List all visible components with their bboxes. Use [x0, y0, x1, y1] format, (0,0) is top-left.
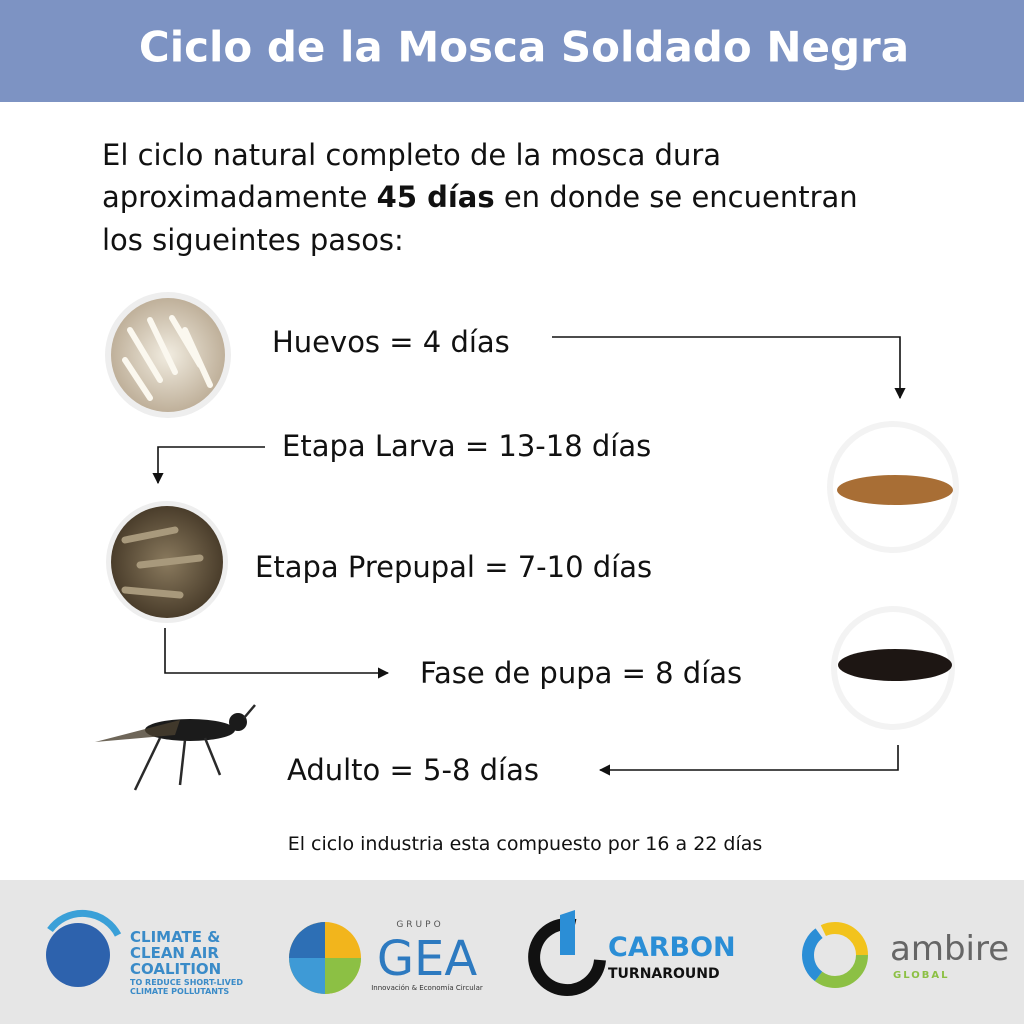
- arrow: [552, 336, 906, 400]
- intro-line: los sigueintes pasos:: [102, 223, 404, 257]
- ccac-logo: CLIMATE & CLEAN AIR COALITION TO REDUCE …: [46, 909, 243, 996]
- intro-bold: 45 días: [377, 180, 495, 214]
- egg-image: [105, 292, 231, 418]
- logo-text: Innovación & Economía Circular: [371, 984, 483, 992]
- note: El ciclo industria esta compuesto por 16…: [288, 833, 763, 855]
- fly-image: [95, 704, 256, 791]
- logo-text: CARBON: [608, 932, 736, 963]
- header-band: [0, 0, 1024, 102]
- stage-label: Fase de pupa = 8 días: [420, 656, 742, 690]
- logo-text: CLIMATE &: [130, 928, 220, 946]
- carbon-logo: CARBON TURNAROUND: [528, 910, 736, 997]
- footer-band: [0, 880, 1024, 1024]
- logo-text: GLOBAL: [893, 970, 949, 981]
- ambire-logo: ambire GLOBAL: [802, 922, 1009, 988]
- intro-text: aproximadamente: [102, 180, 377, 214]
- logo-text: ambire: [890, 929, 1009, 969]
- larva-image: [827, 421, 959, 553]
- arrow: [598, 745, 899, 776]
- title: Ciclo de la Mosca Soldado Negra: [139, 23, 909, 72]
- intro-line: aproximadamente 45 días en donde se encu…: [102, 180, 858, 214]
- stage-label: Huevos = 4 días: [272, 325, 510, 359]
- stage-label: Etapa Prepupal = 7-10 días: [255, 550, 652, 584]
- arrow: [164, 628, 390, 679]
- pupa-image: [831, 606, 955, 730]
- arrow: [152, 446, 265, 485]
- logo-text: COALITION: [130, 960, 221, 978]
- prepupa-image: [106, 501, 228, 623]
- logo-text: TO REDUCE SHORT-LIVED: [130, 978, 243, 987]
- logo-text: CLIMATE POLLUTANTS: [130, 987, 229, 996]
- logo-text: CLEAN AIR: [130, 944, 219, 962]
- logo-text: TURNAROUND: [608, 966, 720, 982]
- intro-line: El ciclo natural completo de la mosca du…: [102, 138, 721, 172]
- logo-text: GEA: [377, 931, 478, 987]
- intro-text: en donde se encuentran: [495, 180, 858, 214]
- stage-label: Adulto = 5-8 días: [287, 753, 539, 787]
- stage-label: Etapa Larva = 13-18 días: [282, 429, 651, 463]
- logo-text: GRUPO: [396, 920, 443, 930]
- gea-logo: GRUPO GEA Innovación & Economía Circular: [289, 920, 483, 994]
